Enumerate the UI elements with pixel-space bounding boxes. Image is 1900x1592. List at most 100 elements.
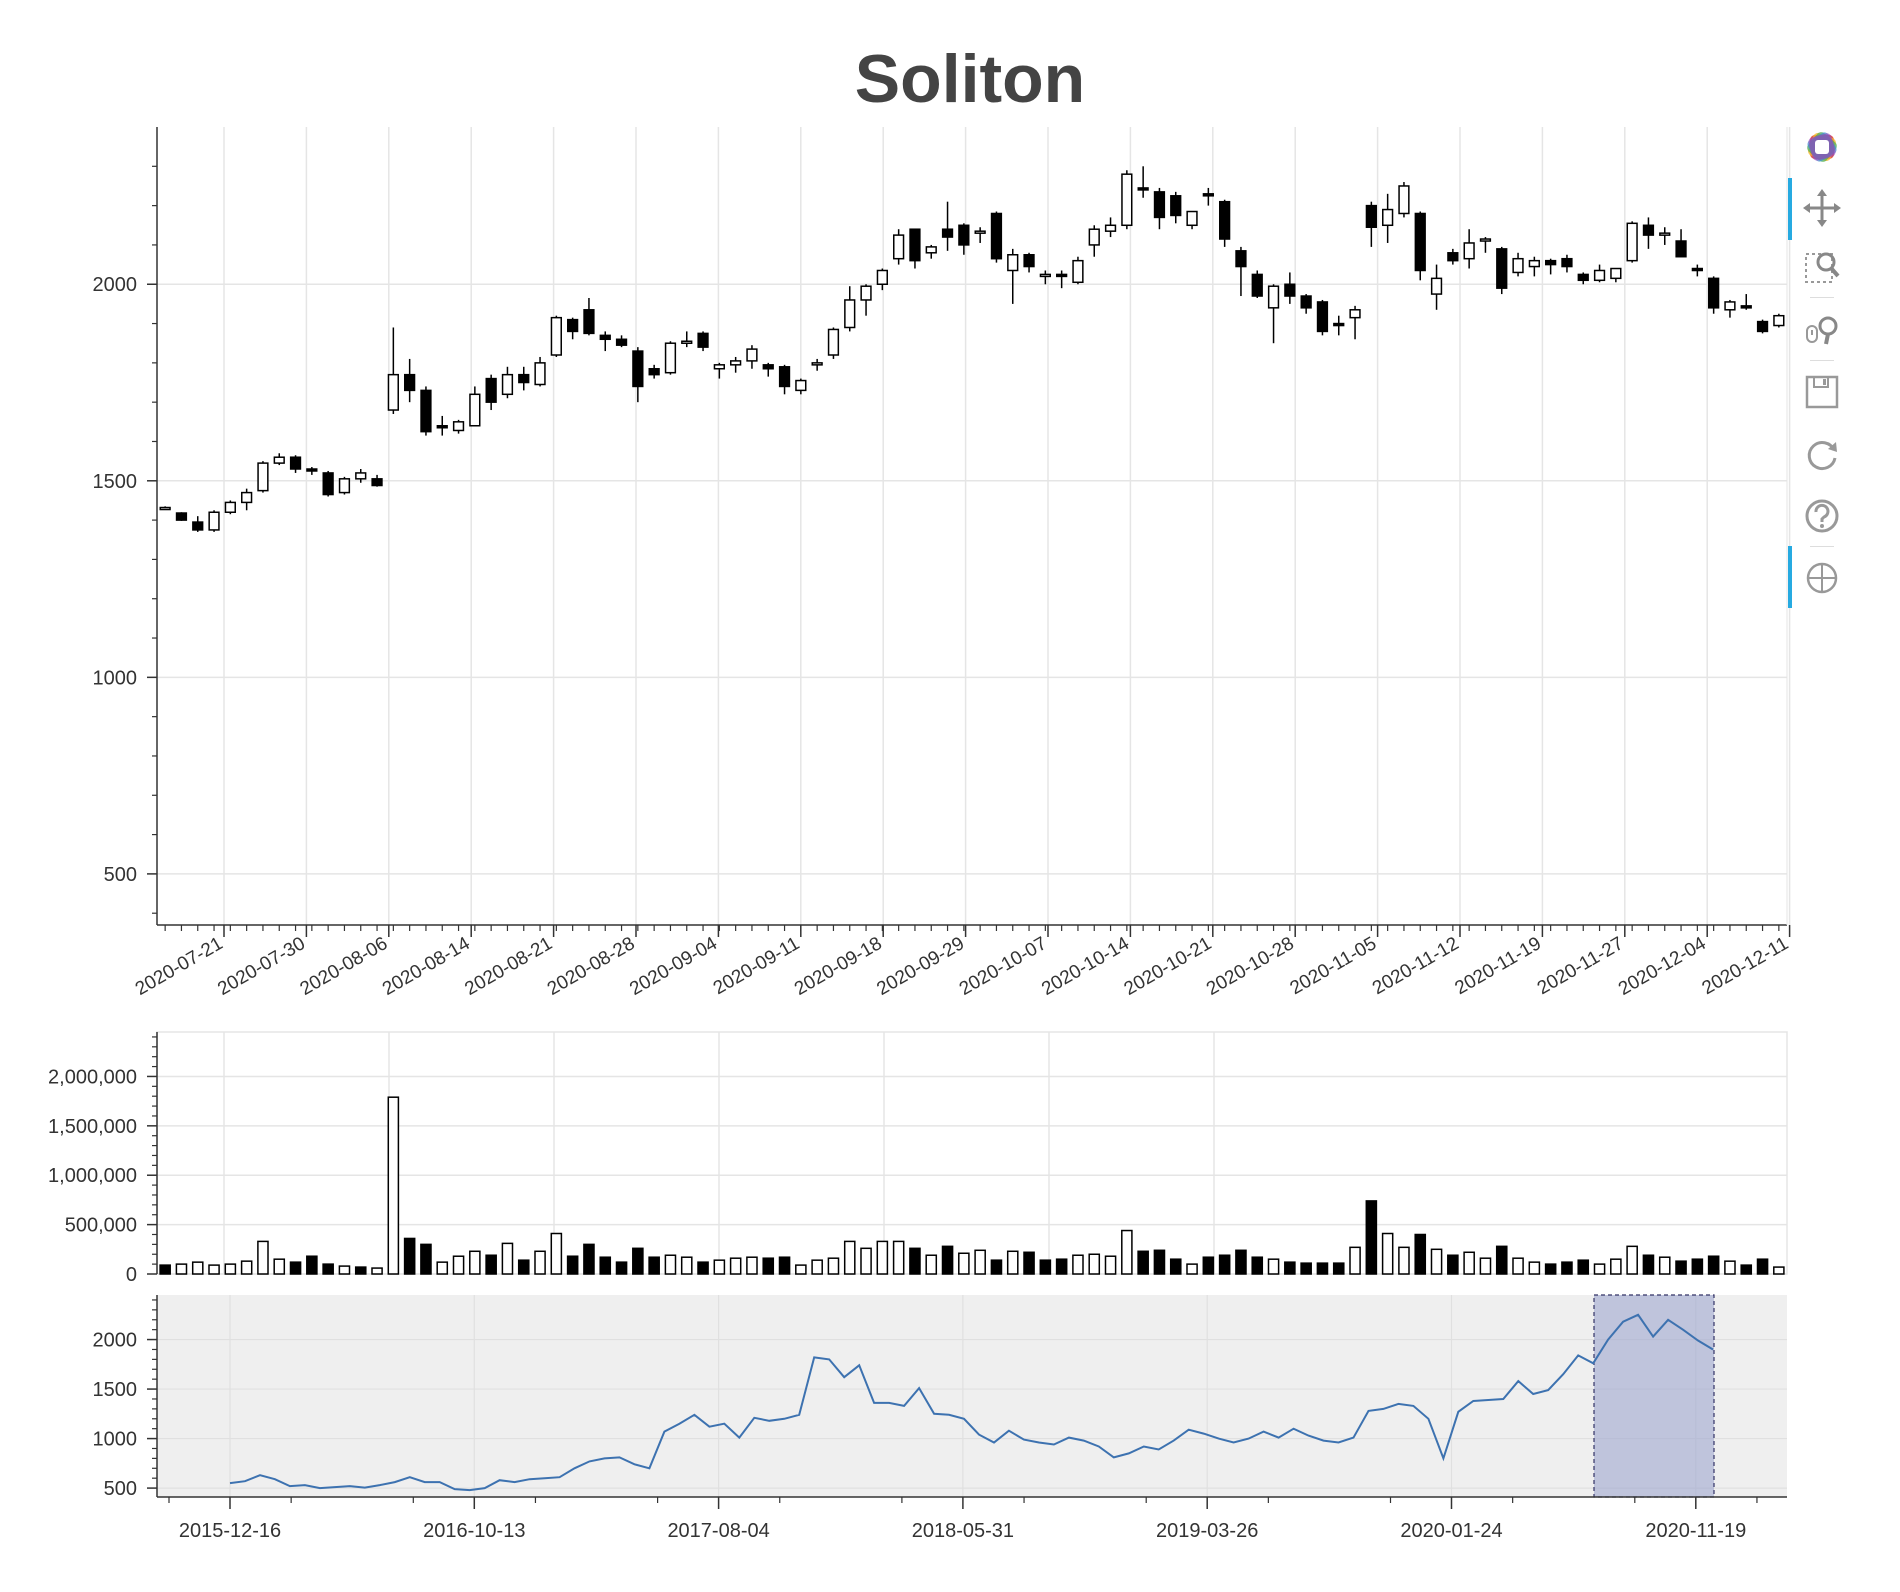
volume-bar: [1023, 1251, 1035, 1275]
volume-bar: [371, 1267, 383, 1275]
volume-bar: [1349, 1246, 1361, 1275]
candle-body: [1365, 204, 1377, 228]
volume-bar: [1169, 1258, 1182, 1275]
volume-bar: [843, 1240, 856, 1275]
x-tick-label: 2020-09-04: [626, 933, 721, 1000]
volume-bar: [1593, 1263, 1606, 1275]
candle-body: [681, 340, 693, 344]
volume-bar: [1691, 1258, 1704, 1275]
candle-body: [1756, 320, 1769, 333]
volume-bar: [1316, 1262, 1329, 1275]
volume-bar: [583, 1243, 595, 1275]
candle-body: [550, 316, 562, 356]
reset-icon[interactable]: [1800, 432, 1844, 476]
volume-bar: [680, 1256, 693, 1275]
volume-bar: [1675, 1260, 1687, 1275]
volume-bar: [1202, 1256, 1215, 1275]
volume-bar: [1137, 1250, 1149, 1275]
volume-bar: [1495, 1245, 1508, 1275]
volume-bar: [403, 1237, 416, 1275]
x-tick-label: 2020-11-19: [1645, 1520, 1746, 1542]
candle-body: [990, 212, 1003, 260]
volume-bar: [1479, 1257, 1492, 1275]
candle-body: [1512, 257, 1524, 274]
volume-bar: [762, 1257, 775, 1275]
candle-body: [1642, 224, 1655, 236]
y-tick-label: 2000: [93, 274, 138, 296]
x-tick-label: 2020-08-06: [297, 933, 392, 1000]
candle-body: [1007, 254, 1019, 272]
candle-body: [273, 456, 285, 464]
toolbar: [1788, 120, 1848, 620]
volume-bar: [1218, 1254, 1231, 1275]
volume-bar: [1544, 1263, 1557, 1275]
volume-bar: [273, 1258, 286, 1275]
volume-bar: [1414, 1233, 1427, 1275]
range-selection-box: [1593, 1294, 1715, 1498]
volume-bar: [1381, 1232, 1394, 1275]
candle-body: [1333, 322, 1345, 327]
y-tick-label: 500: [104, 1478, 137, 1500]
candle-body: [632, 350, 644, 388]
volume-bar: [1300, 1262, 1312, 1275]
box-zoom-icon[interactable]: [1800, 246, 1844, 290]
volume-bar: [1104, 1255, 1117, 1275]
candlestick-plot[interactable]: 5001000150020002020-07-212020-07-302020-…: [93, 127, 1793, 1000]
volume-bar: [795, 1264, 807, 1275]
volume-bar: [534, 1250, 546, 1275]
candle-body: [1675, 240, 1687, 258]
candle-body: [1056, 273, 1068, 278]
volume-bar: [1235, 1249, 1247, 1275]
volume-bar: [648, 1256, 660, 1275]
candle-body: [1496, 248, 1508, 289]
volume-bar: [925, 1254, 938, 1275]
candle-body: [1023, 254, 1035, 268]
candle-body: [1659, 232, 1671, 236]
volume-bar: [729, 1257, 742, 1275]
volume-bar: [909, 1247, 921, 1275]
volume-bar: [354, 1266, 367, 1275]
volume-bar: [338, 1265, 351, 1275]
candle-body: [1463, 242, 1475, 260]
y-tick-label: 1000: [93, 667, 138, 689]
volume-bar: [1707, 1255, 1720, 1275]
help-icon[interactable]: [1800, 494, 1844, 538]
pan-icon[interactable]: [1800, 186, 1844, 230]
bokeh-logo-icon[interactable]: [1800, 125, 1844, 169]
candle-body: [534, 362, 546, 386]
volume-bar: [322, 1263, 334, 1275]
volume-bar: [746, 1256, 758, 1275]
overview-range-plot[interactable]: 500 1000 1500 2000 2015-12-16 2016-10-13 2017-…: [93, 1294, 1788, 1542]
candle-body: [371, 478, 383, 487]
volume-bar: [1561, 1261, 1573, 1275]
candle-body: [1545, 259, 1557, 266]
overview-background: [157, 1295, 1787, 1497]
volume-bar: [1121, 1229, 1133, 1275]
candle-body: [811, 362, 823, 366]
y-tick-label: 500: [104, 864, 137, 886]
y-tick-label: 1,500,000: [48, 1116, 137, 1138]
candle-body: [306, 468, 318, 472]
candle-body: [583, 309, 595, 335]
crosshair-icon[interactable]: [1800, 556, 1844, 600]
x-tick-label: 2017-08-04: [667, 1520, 769, 1542]
volume-bar: [1153, 1249, 1166, 1275]
x-tick-label: 2020-10-07: [956, 933, 1051, 1000]
volume-bar: [1332, 1262, 1345, 1275]
candle-body: [1251, 273, 1263, 297]
candle-body: [1708, 277, 1720, 309]
x-tick-label: 2020-09-29: [873, 933, 968, 1000]
volume-bar: [566, 1255, 579, 1275]
candle-body: [1773, 314, 1785, 327]
wheel-zoom-icon[interactable]: [1800, 308, 1844, 352]
volume-bar: [876, 1240, 889, 1275]
candle-body: [746, 348, 758, 362]
candle-body: [1447, 252, 1459, 262]
candle-body: [1528, 259, 1540, 268]
candle-body: [1691, 267, 1703, 272]
volume-plot[interactable]: 0 500,000 1,000,000 1,500,000 2,000,000: [48, 1031, 1788, 1286]
x-tick-label: 2020-11-27: [1534, 933, 1627, 999]
candle-body: [355, 472, 367, 480]
save-icon[interactable]: [1800, 370, 1844, 414]
